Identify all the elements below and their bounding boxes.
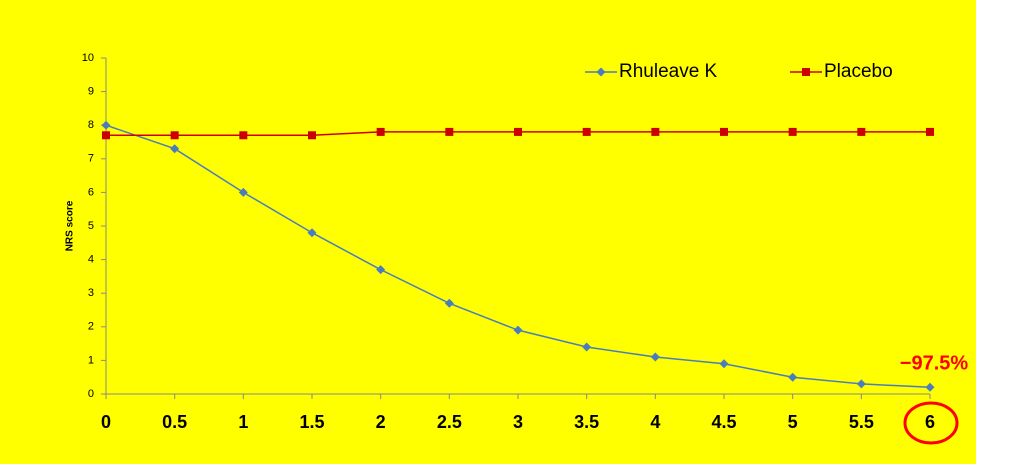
annotation: −97.5%	[900, 352, 969, 374]
marker	[445, 127, 454, 136]
marker	[170, 144, 180, 154]
x-tick-label: 3	[513, 412, 523, 432]
marker	[239, 131, 248, 140]
marker	[513, 325, 523, 335]
marker	[720, 127, 728, 136]
marker	[444, 298, 454, 308]
marker	[170, 131, 179, 140]
marker	[307, 228, 317, 238]
marker	[101, 120, 111, 130]
marker	[719, 359, 729, 369]
marker	[926, 127, 934, 136]
x-tick-label: 1.5	[299, 412, 324, 432]
marker	[514, 127, 522, 136]
marker	[856, 379, 866, 389]
x-tick-label: 4	[650, 412, 660, 432]
x-tick-label: 6	[925, 412, 935, 432]
marker	[596, 67, 606, 77]
x-tick-label: 2.5	[437, 412, 462, 432]
y-tick-label: 0	[88, 388, 94, 400]
marker	[857, 127, 866, 136]
marker	[582, 127, 591, 136]
y-axis-label: NRS score	[65, 200, 76, 251]
x-tick-label: 2	[376, 412, 386, 432]
y-tick-label: 2	[88, 321, 94, 333]
marker	[308, 131, 316, 140]
y-tick-label: 7	[88, 153, 94, 165]
y-tick-label: 10	[82, 52, 94, 64]
marker	[376, 127, 385, 136]
marker	[376, 265, 386, 275]
highlight-circle	[903, 401, 959, 445]
y-tick-label: 9	[88, 86, 94, 98]
y-tick-label: 4	[88, 254, 94, 266]
x-tick-label: 5	[788, 412, 798, 432]
y-tick-label: 3	[88, 287, 94, 299]
marker	[925, 382, 935, 392]
marker	[582, 342, 592, 352]
legend-label: Rhuleave K	[619, 61, 718, 82]
marker	[650, 352, 660, 362]
x-tick-label: 5.5	[849, 412, 874, 432]
y-tick-label: 1	[88, 354, 94, 366]
marker	[788, 372, 798, 382]
chart-background	[0, 0, 976, 464]
marker	[788, 127, 797, 136]
y-tick-label: 8	[88, 119, 94, 131]
marker	[238, 187, 248, 197]
marker	[802, 68, 810, 76]
x-tick-label: 4.5	[711, 412, 736, 432]
legend-label: Placebo	[824, 61, 893, 82]
marker	[102, 131, 110, 140]
y-tick-label: 6	[88, 186, 94, 198]
x-tick-label: 0	[101, 412, 111, 432]
x-tick-label: 3.5	[574, 412, 599, 432]
y-tick-label: 5	[88, 220, 94, 232]
marker	[651, 127, 660, 136]
x-tick-label: 1	[238, 412, 248, 432]
x-tick-label: 0.5	[162, 412, 187, 432]
